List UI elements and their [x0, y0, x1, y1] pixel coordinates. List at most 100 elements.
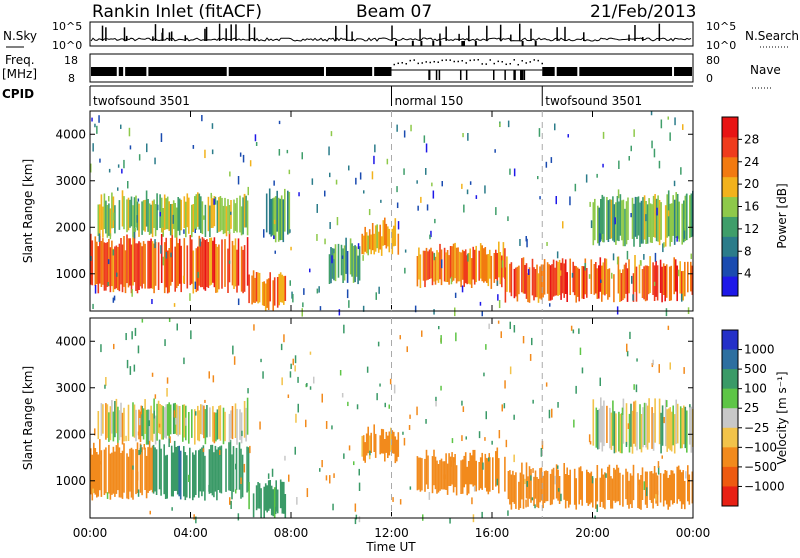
echo-speck [117, 187, 119, 191]
echo-bar [153, 243, 155, 294]
echo-bar [656, 265, 659, 301]
echo-speck [410, 124, 412, 132]
echo-bar [121, 190, 124, 227]
echo-bar [573, 265, 576, 296]
echo-bar [599, 477, 602, 507]
freq-gap [577, 66, 580, 78]
echo-bar [243, 245, 246, 292]
echo-bar [634, 400, 637, 447]
nave-tick-bottom: 0 [706, 72, 713, 85]
echo-bar [367, 235, 369, 256]
echo-bar [393, 225, 395, 247]
echo-speck [328, 146, 330, 156]
echo-bar [112, 248, 115, 293]
echo-bar [384, 439, 386, 462]
echo-bar [233, 245, 235, 289]
echo-bar [130, 244, 133, 294]
echo-bar [103, 449, 106, 495]
echo-speck [652, 359, 654, 366]
power-cbar-label: 16 [744, 200, 759, 214]
echo-bar [446, 250, 449, 282]
echo-bar [248, 274, 250, 304]
echo-speck [599, 233, 601, 243]
echo-bar [192, 452, 194, 501]
echo-bar [212, 240, 214, 283]
echo-bar [683, 405, 685, 445]
echo-bar [275, 480, 277, 512]
echo-speck [136, 215, 138, 223]
echo-speck [683, 230, 686, 239]
echo-speck [139, 448, 142, 455]
power-cbar-label: 20 [744, 177, 759, 191]
echo-bar [641, 269, 644, 298]
echo-speck [581, 367, 584, 374]
echo-bar [537, 273, 540, 303]
echo-speck [550, 157, 553, 163]
echo-bar [600, 199, 602, 242]
echo-bar [345, 237, 347, 274]
echo-bar [637, 196, 640, 236]
freq-tick-top: 18 [64, 54, 78, 67]
echo-bar [551, 469, 553, 505]
nave-dot [437, 61, 439, 63]
echo-bar [233, 199, 235, 233]
echo-bar [628, 480, 630, 509]
power-yaxis: 1000 2000 3000 4000 [55, 127, 693, 281]
echo-bar [676, 265, 678, 302]
echo-bar [647, 266, 650, 295]
echo-bar [216, 246, 219, 293]
echo-bar [643, 402, 646, 445]
echo-bar [374, 433, 377, 458]
echo-bar [114, 451, 116, 497]
nsearch-tick-top: 10^5 [706, 20, 736, 33]
echo-bar [483, 248, 485, 283]
echo-bar [536, 477, 538, 508]
echo-speck [690, 253, 692, 260]
echo-speck [562, 221, 564, 229]
echo-bar [600, 397, 602, 443]
echo-bar [631, 197, 634, 239]
echo-speck [247, 186, 249, 196]
echo-speck [162, 256, 165, 266]
echo-speck [657, 490, 659, 495]
nave-label: Nave [750, 63, 781, 77]
echo-bar [208, 449, 211, 494]
echo-bar [679, 469, 681, 502]
echo-bar [660, 202, 662, 240]
echo-bar [126, 453, 128, 499]
echo-speck [164, 339, 166, 347]
echo-speck [98, 115, 100, 123]
echo-bar [266, 279, 268, 308]
echo-speck [666, 400, 668, 408]
echo-bar [691, 265, 694, 295]
echo-speck [548, 409, 551, 419]
echo-bar [533, 476, 535, 506]
echo-speck [192, 145, 195, 149]
echo-bar [102, 404, 104, 434]
echo-bar [151, 445, 154, 493]
echo-speck [461, 285, 464, 293]
echo-speck [188, 474, 190, 483]
echo-bar [106, 242, 109, 287]
echo-speck [556, 251, 559, 259]
velocity-panel: 1000 2000 3000 4000 [55, 317, 694, 525]
echo-bar [100, 240, 103, 287]
echo-bar [147, 199, 149, 232]
echo-speck [153, 410, 155, 419]
echo-bar [652, 413, 655, 451]
echo-bar [97, 411, 100, 440]
echo-bar [384, 217, 386, 246]
y-tick-label: 3000 [55, 381, 86, 395]
echo-speck [629, 331, 631, 339]
echo-bar [121, 244, 124, 293]
echo-speck [170, 252, 172, 258]
echo-speck [232, 345, 234, 355]
echo-bar [642, 197, 644, 244]
echo-bar [186, 455, 188, 498]
echo-bar [495, 451, 497, 487]
echo-speck [630, 145, 632, 152]
echo-speck [507, 510, 509, 516]
echo-bar [171, 203, 173, 236]
nave-dot [465, 62, 467, 64]
echo-bar [593, 264, 596, 295]
